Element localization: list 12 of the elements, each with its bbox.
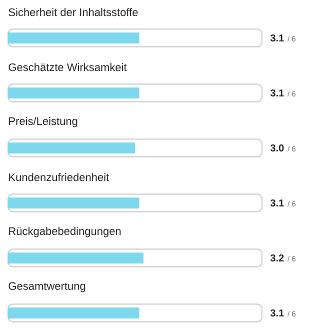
y-tick-label: Geschätzte Wirksamkeit	[8, 63, 127, 72]
y-tick-label: Preis/Leistung	[9, 116, 78, 128]
data-label: 3.1	[270, 199, 284, 206]
y-tick-label: Rückgabebedingungen	[9, 226, 121, 238]
data-label: 3.2	[270, 254, 284, 262]
data-label: 3.0	[270, 144, 284, 152]
data-label: 3.1	[270, 89, 284, 96]
y-tick-label: Sicherheit der Inhaltsstoffe	[8, 8, 138, 16]
data-label: 3.1	[270, 34, 284, 42]
data-label: 3.1	[270, 309, 284, 316]
y-tick-label: Kundenzufriedenheit	[9, 173, 109, 182]
y-tick-label: Gesamtwertung	[8, 282, 86, 292]
